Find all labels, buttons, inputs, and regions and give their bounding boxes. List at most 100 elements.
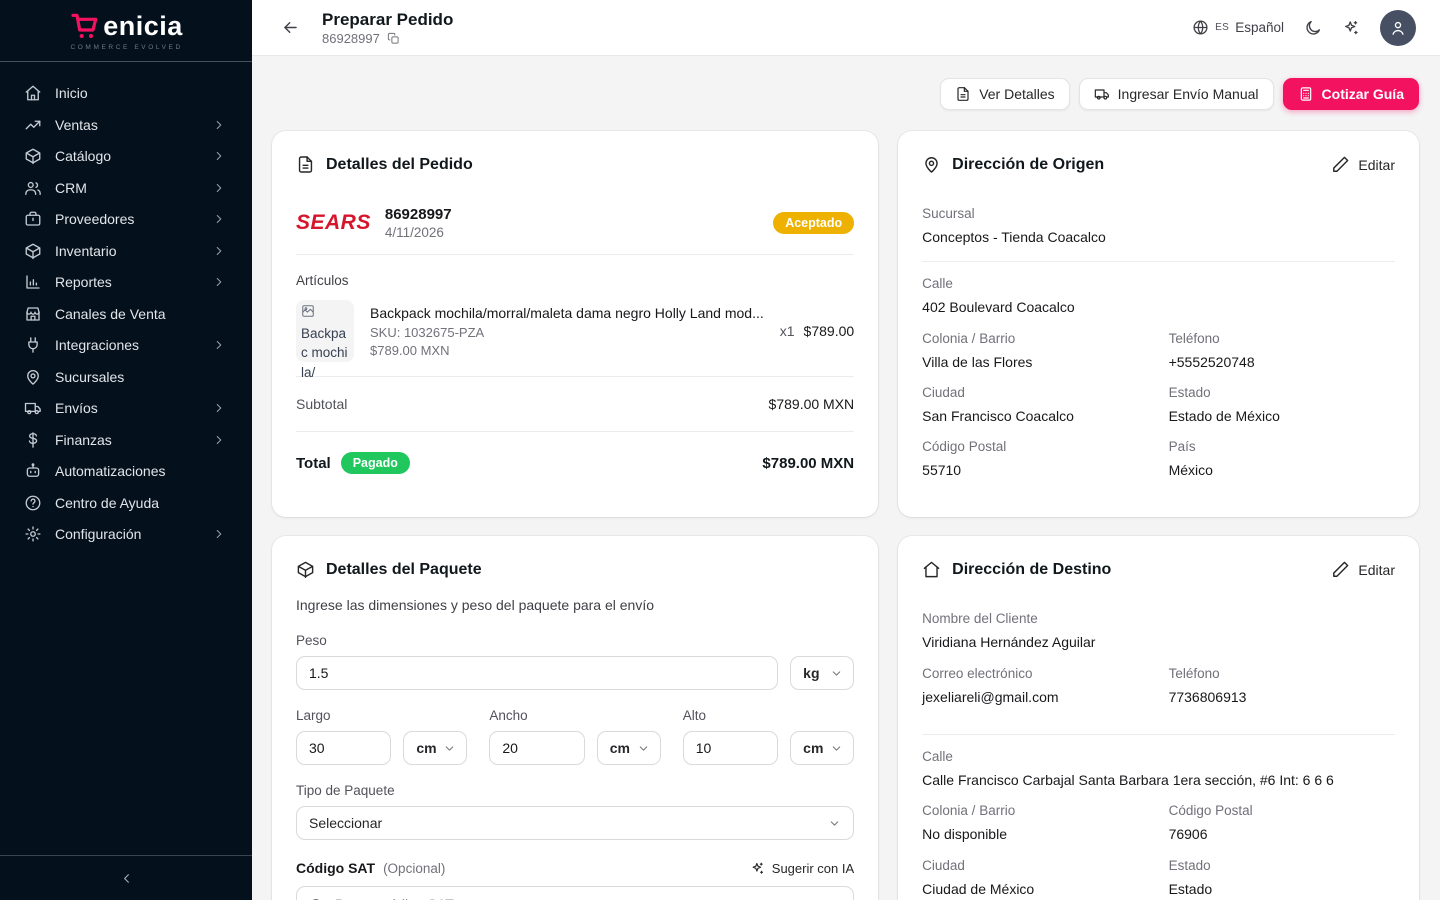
field-grid: Colonia / Barrio Villa de las Flores Teléf… [922, 331, 1395, 494]
field-codigo-postal: Código Postal 76906 [1169, 803, 1395, 844]
sidebar-item-envios[interactable]: Envíos [14, 393, 238, 423]
field-value: Estado de México [1168, 407, 1280, 424]
home-icon [24, 84, 42, 102]
package-icon [296, 560, 315, 579]
sidebar-item-configuracion[interactable]: Configuración [14, 519, 238, 549]
product-name: Backpack mochila/morral/maleta dama negr… [370, 304, 764, 321]
sidebar-item-label: Configuración [55, 526, 142, 542]
field-telefono: Teléfono 7736806913 [1169, 666, 1395, 707]
help-icon [24, 494, 42, 512]
card-title: Detalles del Pedido [326, 155, 473, 173]
package-type-select[interactable]: Seleccionar [296, 806, 855, 841]
chevron-right-icon [210, 336, 228, 354]
field-value: México [1168, 462, 1213, 479]
calculator-icon [1298, 86, 1314, 102]
field-value: Calle Francisco Carbajal Santa Barbara 1… [922, 772, 1334, 789]
chevron-right-icon [210, 525, 228, 543]
dollar-icon [24, 431, 42, 449]
avatar[interactable] [1380, 9, 1416, 46]
alto-unit-select[interactable]: cm [790, 731, 855, 766]
language-selector[interactable]: ES Español [1192, 19, 1284, 36]
cart-logo-icon [69, 10, 101, 42]
chevron-right-icon [210, 179, 228, 197]
sidebar-item-centro-de-ayuda[interactable]: Centro de Ayuda [14, 488, 238, 518]
weight-unit-select[interactable]: kg [790, 656, 855, 691]
sidebar-collapse-button[interactable] [0, 855, 252, 900]
sidebar-item-sucursales[interactable]: Sucursales [14, 362, 238, 392]
file-icon [296, 155, 315, 174]
truck-icon [1094, 86, 1110, 102]
chevron-right-icon [210, 210, 228, 228]
order-id: 86928997 [322, 31, 380, 47]
field-ciudad: Ciudad San Francisco Coacalco [922, 385, 1148, 426]
chevron-right-icon [210, 273, 228, 291]
largo-input[interactable] [296, 731, 392, 766]
back-button[interactable] [274, 12, 306, 44]
chevron-right-icon [210, 399, 228, 417]
field-label: Colonia / Barrio [922, 803, 1016, 819]
copy-icon[interactable] [387, 32, 400, 45]
product-image-broken: Backpac mochila/ [296, 300, 354, 380]
package-icon [24, 147, 42, 165]
briefcase-icon [24, 210, 42, 228]
divider [296, 376, 855, 377]
package-details-card: Detalles del Paquete Ingrese las dimensi… [272, 536, 879, 900]
product-row: Backpac mochila/ Backpack mochila/morral… [296, 300, 854, 380]
sidebar-item-finanzas[interactable]: Finanzas [14, 425, 238, 455]
sidebar-item-proveedores[interactable]: Proveedores [14, 204, 238, 234]
weight-input[interactable] [296, 656, 779, 691]
sidebar-item-label: Inicio [55, 85, 88, 101]
brand-name: enicia [103, 10, 183, 41]
manual-shipping-button[interactable]: Ingresar Envío Manual [1078, 78, 1274, 110]
sat-code-combobox[interactable] [296, 886, 855, 900]
sidebar-item-inicio[interactable]: Inicio [14, 78, 238, 108]
field-label: Estado [1168, 857, 1211, 873]
dark-mode-toggle-moon-icon[interactable] [1304, 19, 1322, 37]
total-label: Total [296, 454, 331, 472]
quote-label-button[interactable]: Cotizar Guía [1282, 78, 1419, 110]
field-value: Viridiana Hernández Aguilar [922, 634, 1096, 651]
brand-tagline: Commerce evolved [70, 44, 183, 51]
destination-address-card: Dirección de Destino Editar Nombre del C… [898, 536, 1419, 900]
unit-value: cm [609, 740, 630, 757]
ancho-input[interactable] [489, 731, 585, 766]
field-estado: Estado Estado de México [1169, 385, 1395, 426]
sidebar-item-ventas[interactable]: Ventas [14, 110, 238, 140]
sidebar-item-crm[interactable]: CRM [14, 173, 238, 203]
chevron-down-icon [830, 742, 843, 755]
sat-search-input[interactable] [333, 895, 820, 900]
sidebar-item-inventario[interactable]: Inventario [14, 236, 238, 266]
field-value: 7736806913 [1168, 688, 1247, 705]
chevron-right-icon [210, 431, 228, 449]
sidebar-item-label: Inventario [55, 242, 117, 259]
package-type-value: Seleccionar [309, 815, 383, 832]
alto-input[interactable] [682, 731, 779, 766]
edit-label: Editar [1358, 561, 1395, 578]
sparkles-icon[interactable] [1342, 19, 1360, 37]
sidebar-item-label: Ventas [55, 116, 98, 133]
ai-suggest-button[interactable]: Sugerir con IA [750, 861, 854, 876]
sat-optional-label: (Opcional) [383, 860, 446, 876]
divider [296, 431, 855, 432]
field-value: No disponible [922, 826, 1007, 843]
order-details-card: Detalles del Pedido SEARS 86928997 4/11/… [272, 131, 879, 518]
ancho-unit-select[interactable]: cm [596, 731, 661, 766]
field-value: 76906 [1168, 826, 1208, 843]
view-details-button[interactable]: Ver Detalles [940, 78, 1070, 110]
sidebar-item-automatizaciones[interactable]: Automatizaciones [14, 456, 238, 486]
edit-destination-button[interactable]: Editar [1331, 560, 1395, 579]
chevron-right-icon [210, 147, 228, 165]
sidebar-item-catalogo[interactable]: Catálogo [14, 141, 238, 171]
logo-block[interactable]: enicia Commerce evolved [0, 0, 252, 62]
card-title: Detalles del Paquete [326, 560, 482, 578]
sidebar-item-reportes[interactable]: Reportes [14, 267, 238, 297]
sidebar-item-canales-de-venta[interactable]: Canales de Venta [14, 299, 238, 329]
package-type-label: Tipo de Paquete [296, 783, 395, 799]
sidebar-item-integraciones[interactable]: Integraciones [14, 330, 238, 360]
edit-origin-button[interactable]: Editar [1331, 155, 1395, 174]
sidebar-item-label: Proveedores [55, 211, 135, 227]
largo-unit-select[interactable]: cm [403, 731, 468, 766]
field-colonia-barrio: Colonia / Barrio Villa de las Flores [922, 331, 1148, 372]
arrow-left-icon [281, 18, 300, 37]
product-sku: SKU: 1032675-PZA [370, 324, 485, 340]
